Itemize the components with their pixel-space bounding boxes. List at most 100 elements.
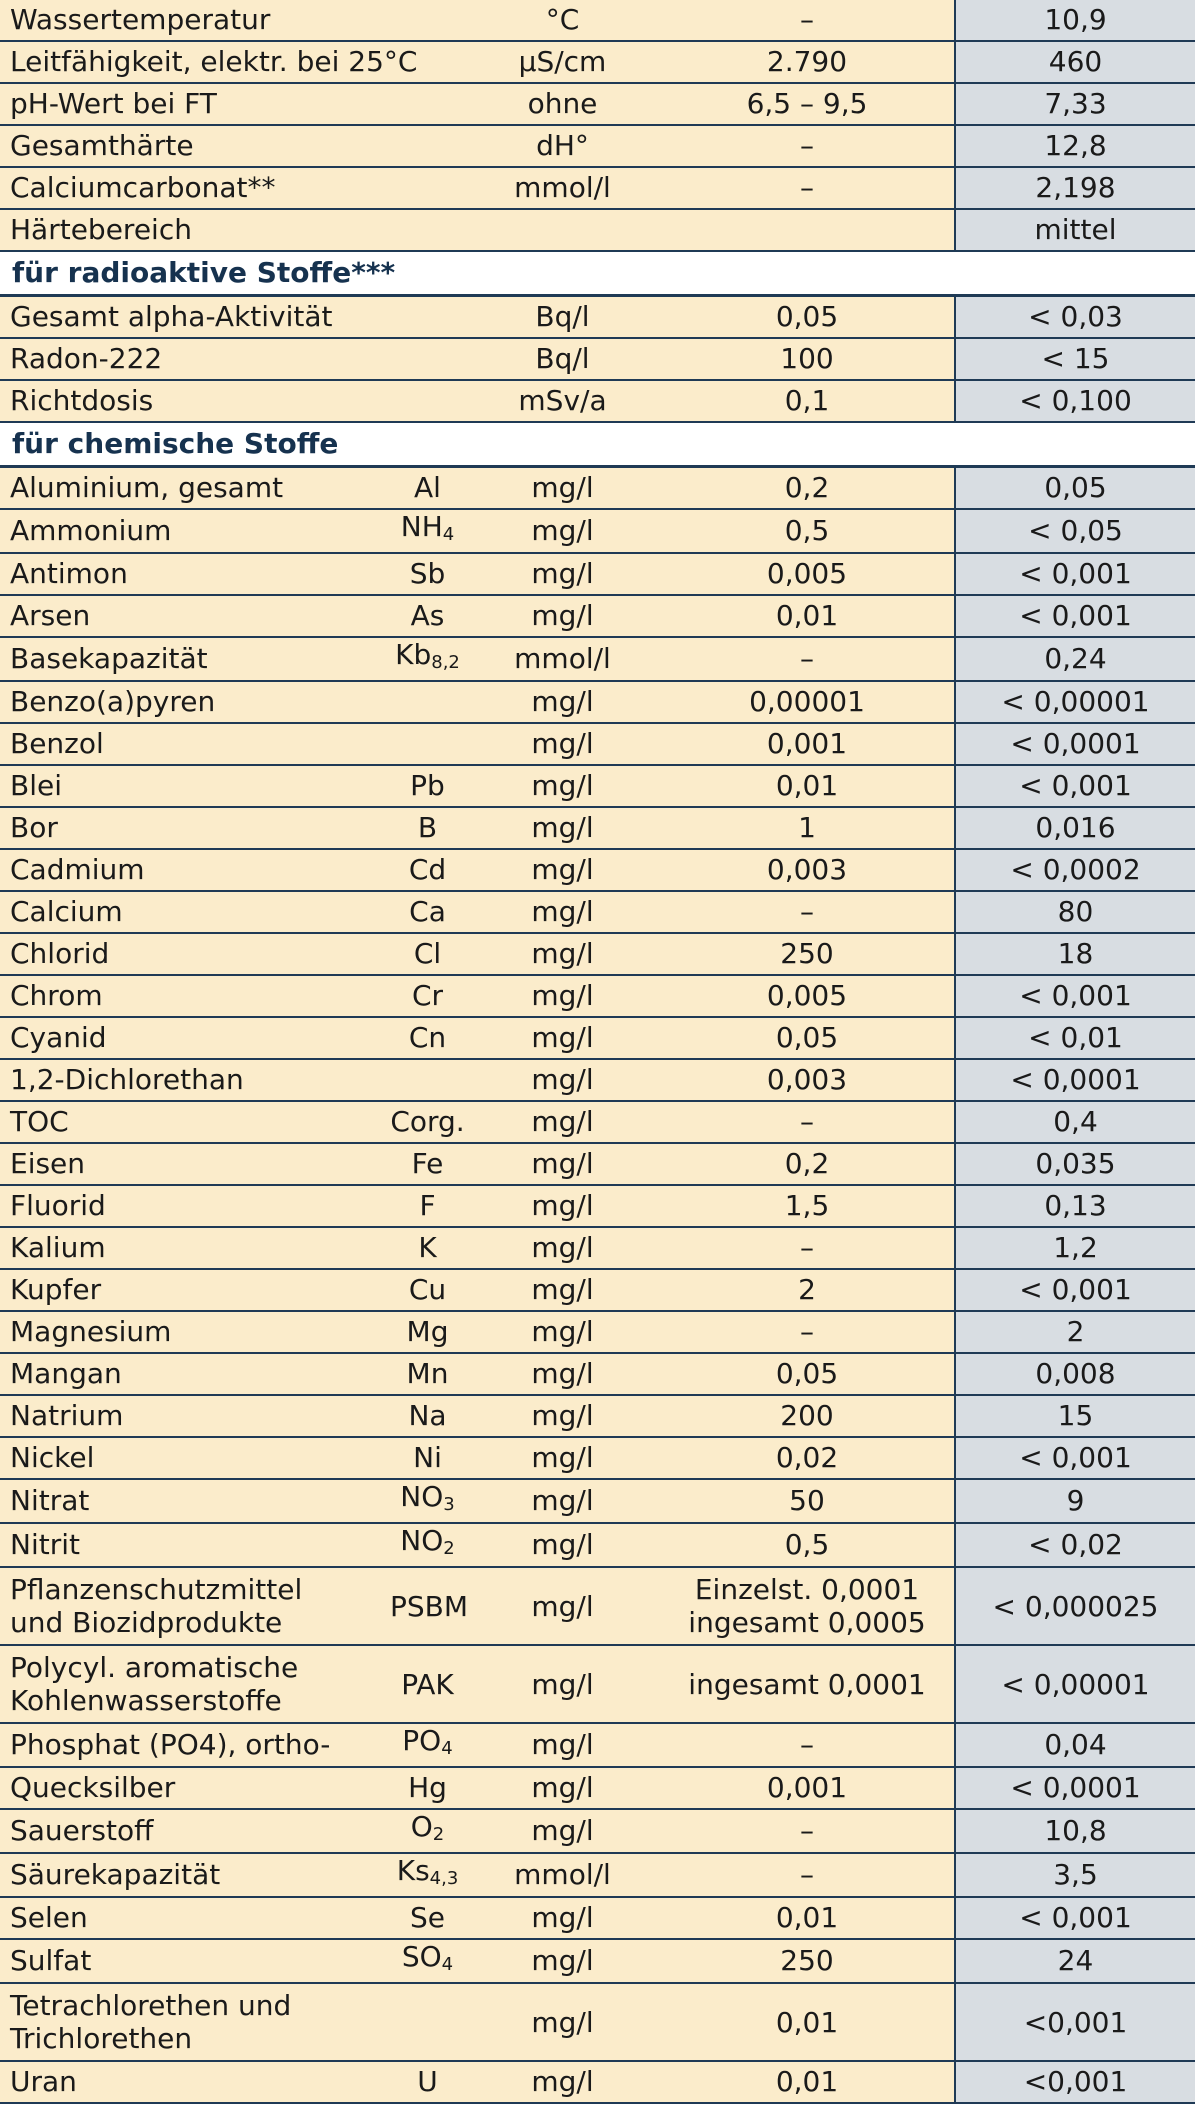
- limit-value-text: 0,00001: [749, 685, 865, 718]
- unit-cell: mg/l: [465, 1017, 660, 1060]
- table-row: Richtdosis mSv/a 0,1 < 0,100: [0, 380, 1195, 423]
- symbol-cell: NO2: [390, 1523, 465, 1568]
- unit-cell: mg/l: [465, 1227, 660, 1270]
- parameter-name-cell: Nickel: [0, 1437, 390, 1480]
- parameter-name-cell: Blei: [0, 765, 390, 808]
- measured-value-cell: <0,001: [954, 1983, 1195, 2062]
- unit-cell: mg/l: [465, 595, 660, 638]
- unit-text: mg/l: [531, 2005, 594, 2039]
- limit-value-cell: 1: [660, 807, 955, 850]
- unit-text: mmol/l: [514, 171, 611, 204]
- symbol-cell: F: [390, 1185, 465, 1228]
- limit-value-text: 0,05: [775, 1021, 839, 1054]
- unit-cell: mg/l: [465, 723, 660, 766]
- unit-cell: °C: [465, 0, 660, 42]
- unit-text: µS/cm: [518, 45, 607, 78]
- limit-value-text: Einzelst. 0,0001 ingesamt 0,0005: [688, 1573, 926, 1639]
- limit-value-text: –: [800, 1858, 814, 1891]
- symbol-cell: PSBM: [390, 1567, 468, 1646]
- parameter-name-cell: Kalium: [0, 1227, 390, 1270]
- symbol-text: SO: [401, 1940, 442, 1973]
- parameter-name-cell: Richtdosis: [0, 380, 390, 423]
- unit-cell: mg/l: [465, 681, 660, 724]
- table-row: Mangan Mn mg/l 0,05 0,008: [0, 1353, 1195, 1396]
- measured-value-text: < 0,0002: [1010, 853, 1141, 886]
- limit-value-cell: 0,00001: [660, 681, 955, 724]
- limit-value-text: –: [800, 1105, 814, 1138]
- unit-text: mmol/l: [514, 1858, 611, 1891]
- measured-value-cell: 1,2: [954, 1227, 1195, 1270]
- parameter-name-cell: Basekapazität: [0, 637, 390, 682]
- table-row: 1,2-Dichlorethan mg/l 0,003 < 0,0001: [0, 1059, 1195, 1102]
- parameter-name-text: Cadmium: [10, 853, 145, 886]
- measured-value-cell: < 0,001: [954, 595, 1195, 638]
- measured-value-cell: < 0,001: [954, 553, 1195, 596]
- limit-value-cell: 0,003: [660, 849, 955, 892]
- measured-value-text: < 0,0001: [1010, 1063, 1141, 1096]
- unit-cell: mg/l: [465, 1143, 660, 1186]
- measured-value-text: < 0,000025: [992, 1589, 1159, 1623]
- limit-value-text: –: [800, 1315, 814, 1348]
- symbol-text: O: [410, 1810, 433, 1843]
- parameter-name-text: Nitrit: [10, 1528, 80, 1561]
- parameter-name-cell: Selen: [0, 1897, 390, 1940]
- table-row: Nitrat NO3 mg/l 50 9: [0, 1479, 1195, 1524]
- parameter-name-text: Sulfat: [10, 1944, 92, 1977]
- symbol-cell: Cd: [390, 849, 465, 892]
- measured-value-cell: 7,33: [954, 83, 1195, 126]
- parameter-name-cell: Kupfer: [0, 1269, 390, 1312]
- measured-value-cell: < 0,001: [954, 1897, 1195, 1940]
- unit-text: mg/l: [531, 853, 594, 886]
- measured-value-text: 9: [1066, 1484, 1085, 1517]
- measured-value-text: < 0,001: [1019, 769, 1132, 802]
- measured-value-cell: 3,5: [954, 1853, 1195, 1898]
- unit-cell: mg/l: [465, 466, 660, 510]
- measured-value-text: < 0,0001: [1010, 727, 1141, 760]
- limit-value-text: 0,01: [775, 599, 839, 632]
- limit-value-text: 0,2: [784, 1147, 830, 1180]
- symbol-text: NH: [400, 510, 443, 543]
- unit-cell: mg/l: [465, 1523, 660, 1568]
- parameter-name-text: Gesamthärte: [10, 129, 194, 162]
- limit-value-cell: 0,01: [660, 1983, 955, 2062]
- table-row: Arsen As mg/l 0,01 < 0,001: [0, 595, 1195, 638]
- parameter-name-text: pH-Wert bei FT: [10, 87, 217, 120]
- limit-value-cell: 1,5: [660, 1185, 955, 1228]
- measured-value-cell: < 0,00001: [954, 681, 1195, 724]
- measured-value-text: < 15: [1041, 342, 1110, 375]
- symbol-cell: Ni: [390, 1437, 465, 1480]
- measured-value-text: < 0,03: [1028, 300, 1123, 333]
- parameter-name-cell: Ammonium: [0, 509, 390, 554]
- unit-text: mg/l: [531, 1189, 594, 1222]
- measured-value-text: 0,05: [1044, 471, 1107, 504]
- measured-value-cell: 2: [954, 1311, 1195, 1354]
- section-header-row: für radioaktive Stoffe***: [0, 251, 1195, 297]
- limit-value-cell: 0,01: [660, 2061, 955, 2104]
- unit-text: ohne: [527, 87, 598, 120]
- parameter-name-cell: Fluorid: [0, 1185, 390, 1228]
- unit-text: Bq/l: [535, 300, 590, 333]
- parameter-name-text: Eisen: [10, 1147, 86, 1180]
- unit-text: mSv/a: [518, 384, 607, 417]
- unit-cell: mg/l: [465, 1101, 660, 1144]
- measured-value-text: < 0,05: [1028, 514, 1123, 547]
- unit-text: mmol/l: [514, 642, 611, 675]
- symbol-cell: Al: [390, 466, 465, 510]
- symbol-cell: SO4: [390, 1939, 465, 1984]
- parameter-name-text: Fluorid: [10, 1189, 106, 1222]
- limit-value-text: 0,001: [766, 727, 848, 760]
- parameter-name-cell: Gesamt alpha-Aktivität: [0, 295, 390, 339]
- measured-value-text: < 0,001: [1019, 1441, 1132, 1474]
- parameter-name-text: Blei: [10, 769, 62, 802]
- limit-value-text: 0,5: [784, 514, 830, 547]
- measured-value-cell: 9: [954, 1479, 1195, 1524]
- measured-value-text: 2: [1066, 1315, 1085, 1348]
- unit-cell: mg/l: [465, 1897, 660, 1940]
- symbol-text: Corg.: [390, 1105, 465, 1138]
- symbol-cell: PAK: [390, 1645, 465, 1724]
- parameter-name-text: Ammonium: [10, 514, 172, 547]
- symbol-cell: K: [390, 1227, 465, 1270]
